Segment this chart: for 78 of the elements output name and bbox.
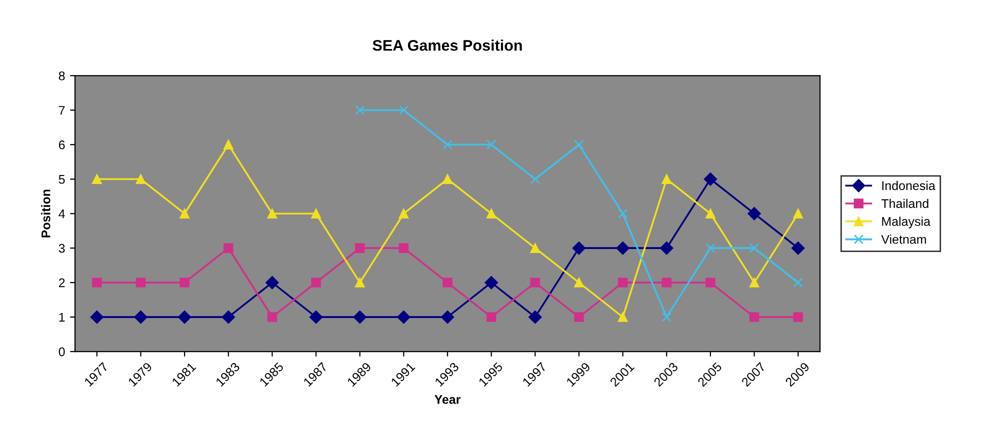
y-tick-label: 0: [58, 347, 65, 356]
legend-label: Thailand: [881, 198, 928, 208]
y-tick-label: 1: [59, 312, 65, 322]
point: [440, 310, 454, 324]
point: [398, 105, 409, 115]
point: [530, 278, 540, 288]
y-tick-label: 2: [58, 278, 65, 288]
point: [354, 278, 365, 288]
point: [662, 174, 672, 184]
point: [442, 278, 452, 288]
x-axis-title: Year: [434, 395, 461, 404]
point: [749, 278, 760, 288]
point: [442, 140, 452, 150]
legend-label: Malaysia: [882, 216, 930, 228]
point: [180, 208, 190, 218]
point: [528, 310, 542, 324]
point: [311, 278, 321, 288]
point: [311, 208, 321, 218]
point: [792, 242, 805, 255]
point: [704, 172, 718, 186]
point: [398, 243, 409, 253]
legend-label: Vietnam: [881, 234, 926, 244]
point: [486, 312, 496, 322]
y-tick-label: 6: [58, 140, 65, 150]
point: [793, 312, 803, 322]
point: [748, 207, 761, 220]
point: [267, 208, 278, 218]
point: [793, 208, 803, 218]
point: [660, 242, 674, 255]
point: [706, 278, 716, 288]
legend-label: Indonesia: [882, 180, 936, 190]
point: [574, 312, 584, 322]
point: [224, 140, 234, 150]
y-tick-label: 7: [58, 106, 65, 115]
point: [136, 278, 146, 288]
point: [90, 310, 104, 324]
point: [706, 243, 716, 253]
point: [442, 174, 452, 184]
point: [618, 312, 628, 322]
point: [224, 243, 234, 253]
chart-title: SEA Games Position: [372, 40, 522, 51]
point: [354, 105, 365, 115]
point: [793, 278, 803, 288]
point: [180, 278, 190, 288]
point: [136, 174, 146, 184]
point: [353, 310, 366, 324]
point: [267, 312, 278, 322]
point: [222, 310, 235, 324]
point: [266, 276, 279, 290]
point: [92, 278, 102, 288]
point: [574, 278, 584, 288]
y-tick-label: 4: [58, 210, 65, 218]
point: [354, 243, 365, 253]
y-tick-label: 8: [58, 71, 65, 80]
point: [662, 312, 672, 322]
point: [397, 310, 410, 324]
point: [574, 140, 584, 150]
point: [398, 208, 409, 218]
point: [486, 208, 496, 218]
point: [486, 140, 496, 150]
point: [134, 310, 148, 324]
point: [749, 243, 760, 253]
point: [530, 174, 540, 184]
point: [662, 278, 672, 288]
point: [530, 243, 540, 253]
point: [92, 174, 102, 184]
point: [178, 310, 192, 324]
y-tick-label: 3: [58, 244, 65, 253]
point: [749, 312, 760, 322]
point: [706, 208, 716, 218]
point: [309, 310, 323, 324]
point: [616, 242, 630, 255]
point: [484, 276, 498, 290]
y-tick-label: 5: [58, 175, 65, 184]
point: [572, 242, 586, 255]
y-axis-title: Position: [41, 190, 50, 238]
point: [618, 208, 628, 218]
point: [618, 278, 628, 288]
